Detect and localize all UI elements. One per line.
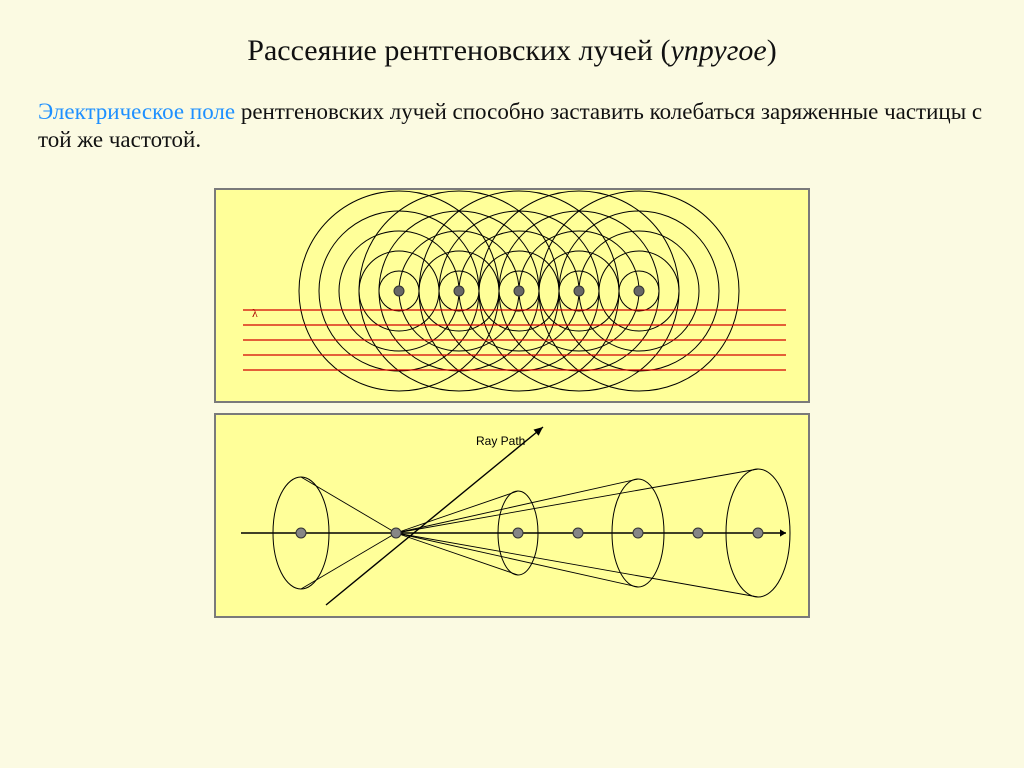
figure-stack: λ Ray Path bbox=[214, 188, 810, 618]
top-panel: λ bbox=[214, 188, 810, 403]
wave-diagram bbox=[216, 190, 812, 401]
page-title: Рассеяние рентгеновских лучей (упругое) bbox=[0, 0, 1024, 68]
lambda-label: λ bbox=[252, 306, 258, 321]
title-plain: Рассеяние рентгеновских лучей bbox=[247, 34, 653, 67]
title-italic: упругое bbox=[670, 34, 766, 67]
bottom-panel: Ray Path bbox=[214, 413, 810, 618]
title-paren-open: ( bbox=[660, 34, 670, 67]
ray-diagram: Ray Path bbox=[216, 415, 812, 616]
subtitle: Электрическое поле рентгеновских лучей с… bbox=[0, 68, 1024, 154]
subtitle-highlight: Электрическое поле bbox=[38, 99, 235, 124]
title-paren-close: ) bbox=[767, 34, 777, 67]
svg-text:Ray Path: Ray Path bbox=[476, 434, 525, 448]
